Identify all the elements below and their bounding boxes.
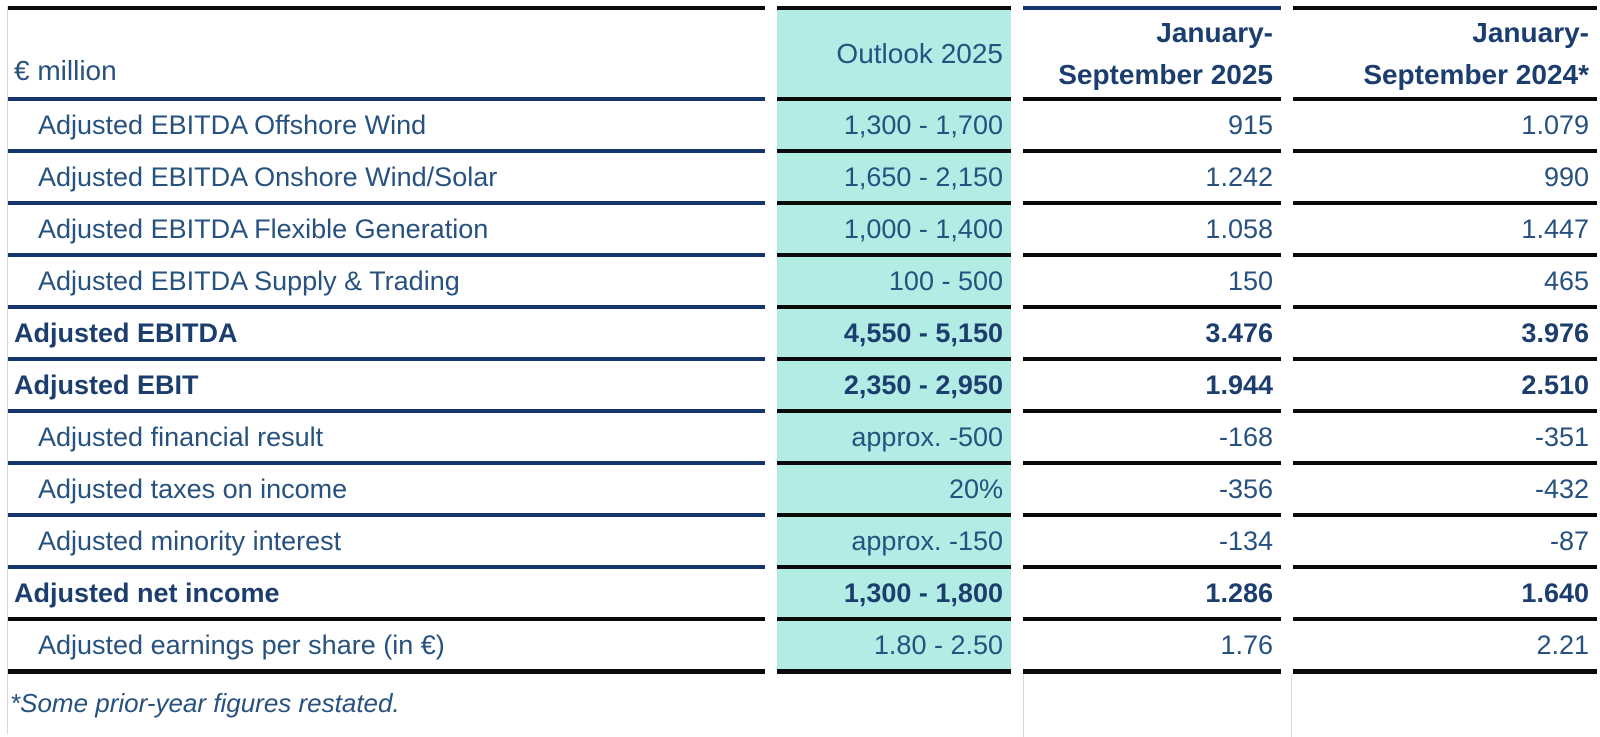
sep-2024-value-cell: 990 (1293, 153, 1597, 205)
row-label-cell: Adjusted financial result (8, 413, 765, 465)
jan-sep-2024-header-text: January- September 2024* (1363, 16, 1589, 90)
sep-2024-value-cell: 2.510 (1293, 361, 1597, 413)
sep-2025-value-cell: 1.058 (1023, 205, 1281, 257)
row-label-cell: Adjusted EBITDA Offshore Wind (8, 101, 765, 153)
sep-2024-value-cell: 1.640 (1293, 569, 1597, 621)
sep-2025-value-cell: 1.286 (1023, 569, 1281, 621)
sep-2025-value-cell: 1.76 (1023, 621, 1281, 674)
sep-2024-value-cell: -432 (1293, 465, 1597, 517)
column-gap-line-left (1023, 675, 1024, 737)
row-label-cell: Adjusted EBITDA Flexible Generation (8, 205, 765, 257)
sep-2024-value-cell: 2.21 (1293, 621, 1597, 674)
sep-2025-value-cell: 3.476 (1023, 309, 1281, 361)
outlook-value-cell: 1,000 - 1,400 (777, 205, 1011, 257)
sep-2025-value-cell: 150 (1023, 257, 1281, 309)
row-label-cell: Adjusted EBITDA Onshore Wind/Solar (8, 153, 765, 205)
sep-2024-value-cell: -351 (1293, 413, 1597, 465)
row-label-cell: Adjusted EBIT (8, 361, 765, 413)
outlook-value-cell: 1,300 - 1,800 (777, 569, 1011, 621)
outlook-2025-column-header: Outlook 2025 (777, 6, 1011, 101)
sep-2025-value-cell: 1.242 (1023, 153, 1281, 205)
row-label-cell: Adjusted earnings per share (in €) (8, 621, 765, 674)
footnote: *Some prior-year figures restated. (10, 688, 400, 718)
outlook-value-cell: 2,350 - 2,950 (777, 361, 1011, 413)
outlook-value-cell: approx. -150 (777, 517, 1011, 569)
column-gap-line-right (1291, 675, 1292, 737)
row-label-cell: Adjusted EBITDA (8, 309, 765, 361)
row-label-cell: Adjusted minority interest (8, 517, 765, 569)
sep-2024-value-cell: -87 (1293, 517, 1597, 569)
sep-2025-value-cell: -168 (1023, 413, 1281, 465)
sep-2025-value-cell: 1.944 (1023, 361, 1281, 413)
outlook-value-cell: approx. -500 (777, 413, 1011, 465)
outlook-value-cell: 4,550 - 5,150 (777, 309, 1011, 361)
sep-2025-value-cell: -134 (1023, 517, 1281, 569)
jan-sep-2025-column-header: January- September 2025 (1023, 6, 1281, 101)
outlook-value-cell: 1.80 - 2.50 (777, 621, 1011, 674)
sep-2024-value-cell: 465 (1293, 257, 1597, 309)
row-label-cell: Adjusted taxes on income (8, 465, 765, 517)
row-label-cell: Adjusted EBITDA Supply & Trading (8, 257, 765, 309)
sep-2025-value-cell: -356 (1023, 465, 1281, 517)
sep-2024-value-cell: 1.079 (1293, 101, 1597, 153)
jan-sep-2025-header-text: January- September 2025 (1058, 16, 1273, 90)
financial-outlook-table: € million Outlook 2025 January- Septembe… (8, 0, 1597, 674)
outlook-value-cell: 20% (777, 465, 1011, 517)
unit-column-header: € million (8, 6, 765, 101)
sep-2024-value-cell: 1.447 (1293, 205, 1597, 257)
sep-2024-value-cell: 3.976 (1293, 309, 1597, 361)
jan-sep-2024-column-header: January- September 2024* (1293, 6, 1597, 101)
outlook-value-cell: 1,650 - 2,150 (777, 153, 1011, 205)
table-left-edge-line (7, 6, 8, 734)
sep-2025-value-cell: 915 (1023, 101, 1281, 153)
outlook-value-cell: 100 - 500 (777, 257, 1011, 309)
row-label-cell: Adjusted net income (8, 569, 765, 621)
outlook-value-cell: 1,300 - 1,700 (777, 101, 1011, 153)
